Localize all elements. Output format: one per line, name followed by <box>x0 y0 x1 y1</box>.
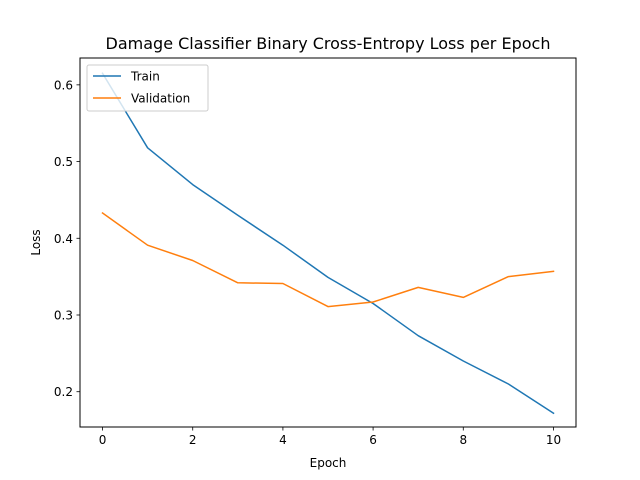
y-tick-label: 0.6 <box>54 78 73 92</box>
plot-lines <box>101 72 555 415</box>
y-axis-label: Loss <box>29 229 43 255</box>
y-tick-label: 0.4 <box>54 232 73 246</box>
x-tick-label: 0 <box>99 433 107 447</box>
y-tick-label: 0.3 <box>54 308 73 322</box>
x-axis-label: Epoch <box>310 456 347 470</box>
x-tick-label: 4 <box>279 433 287 447</box>
plot-frame <box>79 57 577 428</box>
legend: Train Validation <box>86 64 209 112</box>
x-axis-ticks: 0 2 4 6 8 10 <box>99 427 561 447</box>
y-tick-label: 0.5 <box>54 155 73 169</box>
y-axis-ticks: 0.2 0.3 0.4 0.5 0.6 <box>54 78 80 399</box>
x-tick-label: 10 <box>546 433 561 447</box>
series-line-train <box>101 72 555 415</box>
legend-label-validation: Validation <box>131 92 190 106</box>
x-tick-label: 6 <box>369 433 377 447</box>
legend-label-train: Train <box>130 70 160 84</box>
y-tick-label: 0.2 <box>54 385 73 399</box>
x-tick-label: 2 <box>189 433 197 447</box>
series-line-validation <box>101 211 555 308</box>
x-tick-label: 8 <box>459 433 467 447</box>
chart-title: Damage Classifier Binary Cross-Entropy L… <box>106 34 551 53</box>
